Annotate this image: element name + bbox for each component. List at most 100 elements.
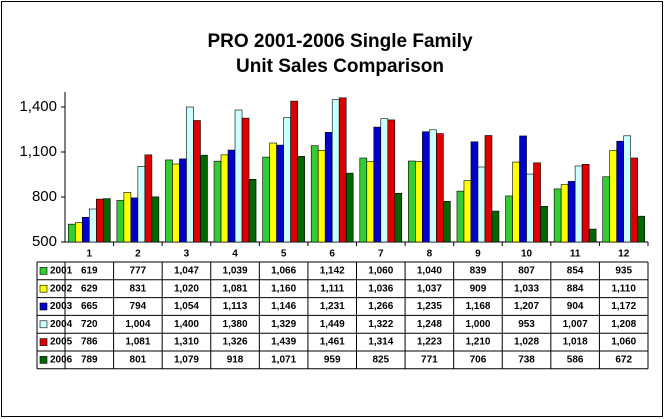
bar [380, 118, 389, 243]
bar [67, 223, 76, 243]
legend-key [39, 267, 48, 275]
table-cell: 1,007 [563, 319, 588, 330]
table-cell: 1,160 [271, 283, 296, 294]
table-cell: 1,248 [417, 319, 442, 330]
y-tick-label: 800 [32, 188, 57, 205]
table-cell: 825 [372, 355, 389, 366]
bar [290, 100, 298, 243]
legend-label: 2002 [50, 283, 73, 294]
table-cell: 1,040 [417, 266, 442, 277]
bar [359, 157, 368, 243]
bar [241, 117, 250, 243]
legend-label: 2001 [50, 266, 73, 277]
bar [540, 206, 548, 243]
table-cell: 1,047 [174, 266, 199, 277]
bar [616, 140, 625, 243]
bar [276, 144, 284, 243]
bar [463, 180, 472, 243]
bar [623, 135, 632, 243]
table-cell: 1,036 [368, 283, 393, 294]
table-cell: 1,054 [174, 301, 199, 312]
bar [88, 208, 97, 243]
bar [297, 156, 305, 243]
table-cell: 1,037 [417, 283, 442, 294]
bar [581, 164, 590, 243]
table-cell: 586 [567, 355, 584, 366]
bar [505, 195, 513, 243]
table-cell: 1,079 [174, 355, 199, 366]
bar [123, 192, 132, 243]
bar [553, 188, 562, 243]
table-cell: 1,039 [223, 266, 248, 277]
table-cell: 629 [81, 283, 98, 294]
legend-key [39, 320, 48, 329]
bar [408, 160, 416, 243]
bar [331, 99, 340, 243]
table-cell: 1,231 [320, 301, 345, 312]
x-tick-label: 3 [184, 249, 190, 260]
table-cell: 1,329 [271, 319, 296, 330]
table-cell: 1,110 [611, 283, 636, 294]
legend-key [39, 302, 48, 311]
bar [373, 126, 382, 243]
table-cell: 801 [130, 355, 147, 366]
table-cell: 1,060 [611, 337, 636, 348]
bar [283, 117, 291, 243]
bar [220, 154, 229, 243]
bar [193, 120, 201, 243]
x-tick-label: 1 [87, 249, 93, 260]
bar [491, 210, 500, 243]
bar [262, 156, 270, 243]
table-cell: 1,439 [271, 337, 296, 348]
bar [310, 145, 319, 243]
bar [436, 133, 444, 243]
table-cell: 672 [615, 355, 632, 366]
table-cell: 619 [81, 266, 98, 277]
x-tick-label: 12 [618, 249, 630, 260]
table-cell: 1,223 [417, 337, 442, 348]
bar [526, 173, 534, 243]
table-cell: 1,172 [611, 301, 636, 312]
chart-title: Unit Sales Comparison [236, 56, 444, 77]
table-cell: 794 [130, 301, 147, 312]
bar [443, 201, 451, 243]
table-cell: 1,028 [514, 337, 539, 348]
table-cell: 918 [227, 355, 244, 366]
table-cell: 854 [567, 266, 584, 277]
table-cell: 1,449 [320, 319, 345, 330]
bar [172, 163, 180, 243]
x-tick-label: 9 [475, 249, 481, 260]
table-cell: 1,380 [223, 319, 248, 330]
bar [602, 176, 611, 243]
table-cell: 786 [81, 337, 98, 348]
bar [533, 162, 541, 243]
bar [560, 184, 569, 243]
legend-key [39, 338, 48, 346]
table-cell: 1,060 [368, 266, 393, 277]
table-cell: 1,033 [514, 283, 539, 294]
bar [394, 192, 403, 243]
table-cell: 1,066 [271, 266, 296, 277]
legend-label: 2005 [50, 337, 73, 348]
bar [81, 216, 90, 243]
bar [179, 158, 187, 243]
bar [137, 166, 146, 243]
bar [248, 179, 257, 243]
bar [456, 190, 465, 243]
bar [415, 161, 423, 243]
y-tick-label: 1,400 [19, 98, 57, 115]
bar [269, 142, 277, 243]
bar [151, 196, 160, 243]
bar [165, 159, 173, 243]
table-cell: 1,018 [563, 337, 588, 348]
table-cell: 1,461 [320, 337, 345, 348]
table-cell: 1,081 [125, 337, 150, 348]
bar [366, 161, 375, 243]
table-cell: 1,004 [125, 319, 150, 330]
x-tick-label: 5 [281, 249, 287, 260]
legend-key [39, 356, 48, 364]
bar [345, 172, 354, 243]
bar [429, 129, 437, 243]
table-cell: 1,235 [417, 301, 442, 312]
bar [116, 200, 125, 243]
